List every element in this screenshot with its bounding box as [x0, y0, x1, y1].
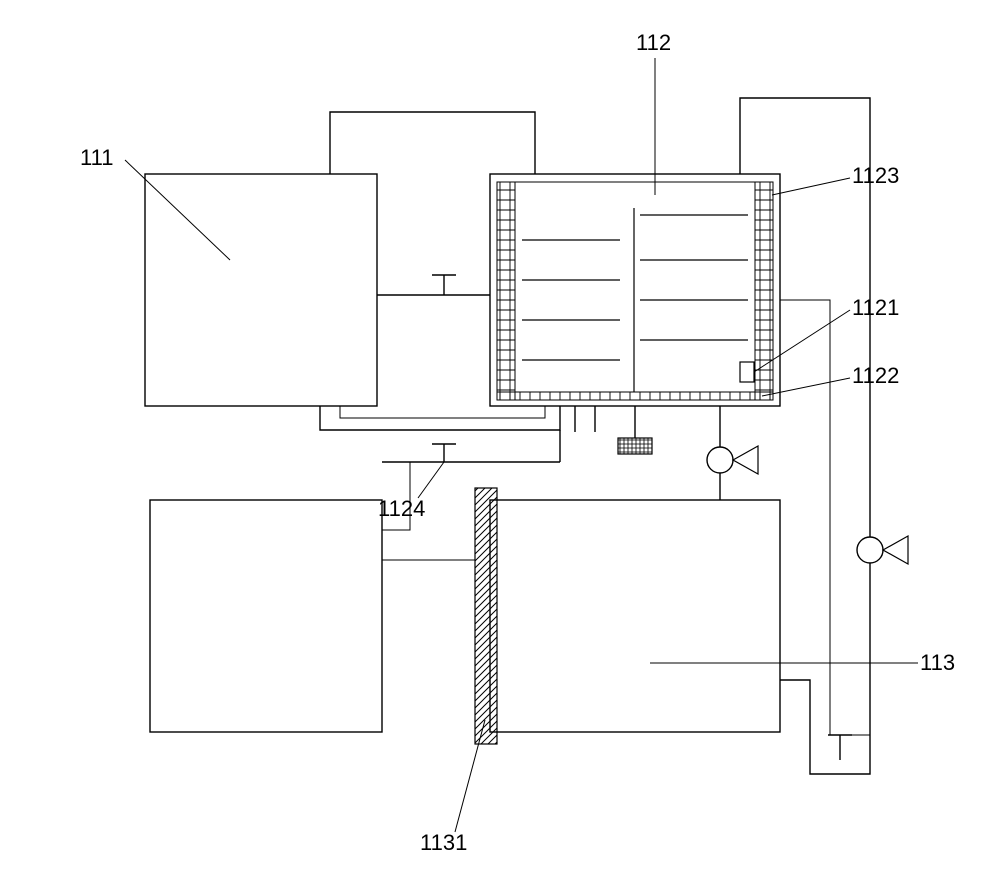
- svg-text:1124: 1124: [378, 496, 425, 521]
- svg-text:113: 113: [920, 650, 955, 675]
- tank-111: [145, 174, 377, 406]
- vessel-113: [475, 488, 780, 744]
- pump-mid: [707, 406, 758, 500]
- svg-text:1122: 1122: [852, 363, 899, 388]
- svg-text:111: 111: [80, 145, 113, 170]
- label-1124: 1124: [378, 462, 444, 521]
- label-1121: 1121: [754, 295, 899, 372]
- tank-lower-left: [150, 500, 382, 732]
- pump-right: [857, 536, 908, 735]
- svg-text:1131: 1131: [420, 830, 467, 855]
- pipe-top-left-loop: [330, 112, 535, 174]
- pipe-112-bottom-outlets: [575, 406, 595, 432]
- svg-text:1121: 1121: [852, 295, 899, 320]
- filter-block: [618, 406, 652, 454]
- label-112: 112: [636, 30, 671, 195]
- pipe-111-to-112-bottom: [320, 406, 560, 430]
- schematic-diagram: 111 112 1123 1121 1122 1124 113 1131: [0, 0, 1000, 874]
- valve-112-left-inlet: [377, 275, 490, 295]
- label-1123: 1123: [772, 163, 899, 195]
- svg-text:1123: 1123: [852, 163, 899, 188]
- vessel-112: [490, 174, 780, 406]
- label-111: 111: [80, 145, 230, 260]
- label-1122: 1122: [762, 363, 899, 396]
- svg-text:112: 112: [636, 30, 671, 55]
- label-113: 113: [650, 650, 955, 675]
- pipe-bottom-return: [780, 680, 870, 774]
